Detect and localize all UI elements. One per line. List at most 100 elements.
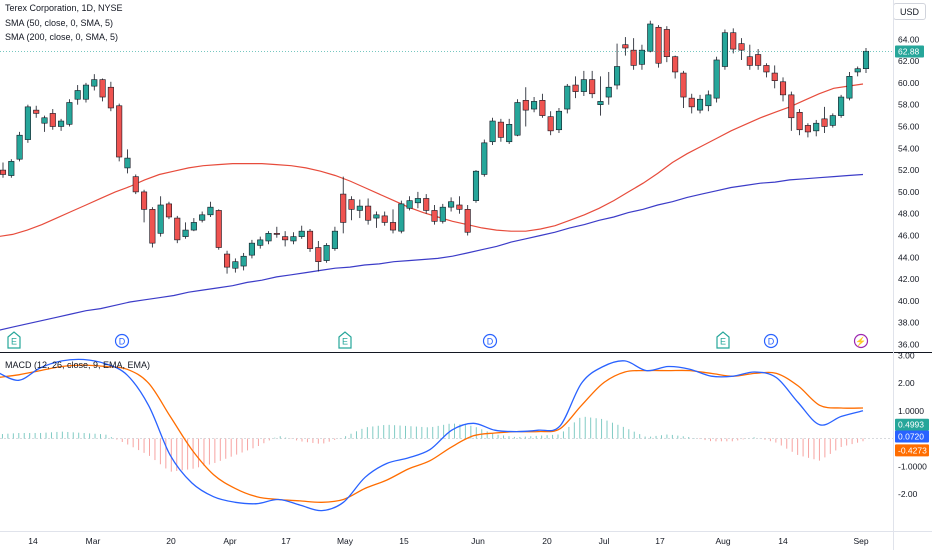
candle[interactable] [779, 77, 787, 102]
candle[interactable] [647, 20, 654, 53]
candle[interactable] [157, 196, 164, 237]
macd-legend[interactable]: MACD (12, 26, close, 9, EMA, EMA) [5, 360, 151, 370]
candle[interactable] [33, 105, 40, 118]
candle[interactable] [24, 104, 31, 143]
candle[interactable] [49, 109, 56, 130]
candle[interactable] [456, 196, 463, 214]
candle[interactable] [340, 176, 347, 234]
candle[interactable] [854, 66, 861, 77]
split-icon[interactable]: ⚡ [853, 333, 869, 349]
candle[interactable] [348, 196, 355, 221]
candle[interactable] [697, 94, 704, 114]
candle[interactable] [356, 199, 363, 219]
candle[interactable] [638, 44, 645, 70]
signal-line[interactable] [0, 364, 864, 503]
candle[interactable] [680, 70, 687, 108]
candle[interactable] [572, 76, 579, 99]
candle[interactable] [846, 71, 853, 101]
candle[interactable] [8, 159, 15, 178]
candle[interactable] [531, 97, 538, 113]
candle[interactable] [564, 83, 571, 114]
candle[interactable] [406, 196, 413, 211]
candle[interactable] [389, 209, 397, 234]
candle[interactable] [522, 87, 529, 127]
candle[interactable] [506, 118, 513, 144]
candle[interactable] [199, 211, 206, 223]
candle[interactable] [721, 29, 728, 70]
candle[interactable] [539, 93, 546, 118]
candle[interactable] [16, 131, 23, 162]
candle[interactable] [207, 201, 214, 217]
sma50-line[interactable] [0, 83, 864, 237]
earnings-icon[interactable]: E [338, 331, 352, 349]
candle[interactable] [547, 111, 554, 136]
candle[interactable] [655, 25, 662, 68]
candle[interactable] [132, 174, 139, 195]
candle[interactable] [66, 99, 73, 127]
candle[interactable] [91, 74, 98, 91]
candle[interactable] [182, 222, 189, 239]
candle[interactable] [713, 56, 720, 103]
earnings-icon[interactable]: E [716, 331, 730, 349]
candle[interactable] [41, 115, 48, 132]
candle[interactable] [481, 139, 488, 177]
candle[interactable] [821, 106, 828, 134]
candle[interactable] [232, 258, 239, 273]
candle[interactable] [116, 103, 123, 162]
candle[interactable] [796, 109, 803, 136]
candle[interactable] [788, 91, 795, 131]
candle[interactable] [431, 204, 438, 225]
candle[interactable] [0, 162, 7, 178]
candle[interactable] [240, 252, 247, 271]
candle[interactable] [149, 207, 156, 248]
candle[interactable] [82, 82, 90, 103]
candle[interactable] [464, 204, 471, 236]
candle[interactable] [165, 201, 172, 220]
candle[interactable] [804, 123, 811, 138]
candle[interactable] [605, 71, 612, 105]
candle[interactable] [282, 231, 289, 247]
candle[interactable] [489, 117, 496, 146]
candle[interactable] [423, 194, 430, 214]
candle[interactable] [497, 118, 504, 142]
candle[interactable] [74, 85, 81, 105]
candle[interactable] [688, 93, 695, 114]
sma200-line[interactable] [0, 173, 864, 331]
candle[interactable] [365, 198, 372, 225]
candle[interactable] [298, 225, 305, 239]
candle[interactable] [331, 226, 338, 251]
candle[interactable] [448, 197, 455, 212]
candle[interactable] [414, 191, 421, 209]
candle[interactable] [99, 78, 106, 102]
candle[interactable] [705, 90, 712, 112]
candle[interactable] [124, 149, 131, 174]
earnings-icon[interactable]: E [7, 331, 21, 349]
candle[interactable] [622, 37, 629, 56]
candle[interactable] [174, 215, 181, 244]
candle[interactable] [672, 55, 679, 79]
candle[interactable] [589, 70, 596, 99]
candle[interactable] [813, 119, 820, 137]
candle[interactable] [555, 107, 563, 134]
candle[interactable] [290, 232, 297, 245]
candle[interactable] [248, 239, 255, 259]
candle[interactable] [257, 236, 264, 249]
candle[interactable] [597, 76, 604, 116]
candle[interactable] [580, 70, 587, 96]
candle[interactable] [771, 65, 778, 89]
candle[interactable] [398, 200, 405, 234]
candle[interactable] [58, 118, 65, 131]
candle[interactable] [439, 203, 446, 224]
candle[interactable] [323, 243, 330, 263]
candle[interactable] [381, 211, 388, 226]
sma200-legend[interactable]: SMA (200, close, 0, SMA, 5) [5, 32, 119, 42]
candle[interactable] [630, 38, 637, 70]
candle[interactable] [514, 99, 521, 137]
candle[interactable] [663, 26, 670, 63]
candle[interactable] [730, 28, 737, 54]
candle[interactable] [265, 231, 272, 245]
candle[interactable] [838, 94, 845, 118]
candle[interactable] [829, 113, 836, 128]
candle[interactable] [763, 63, 770, 78]
candle[interactable] [614, 43, 621, 90]
